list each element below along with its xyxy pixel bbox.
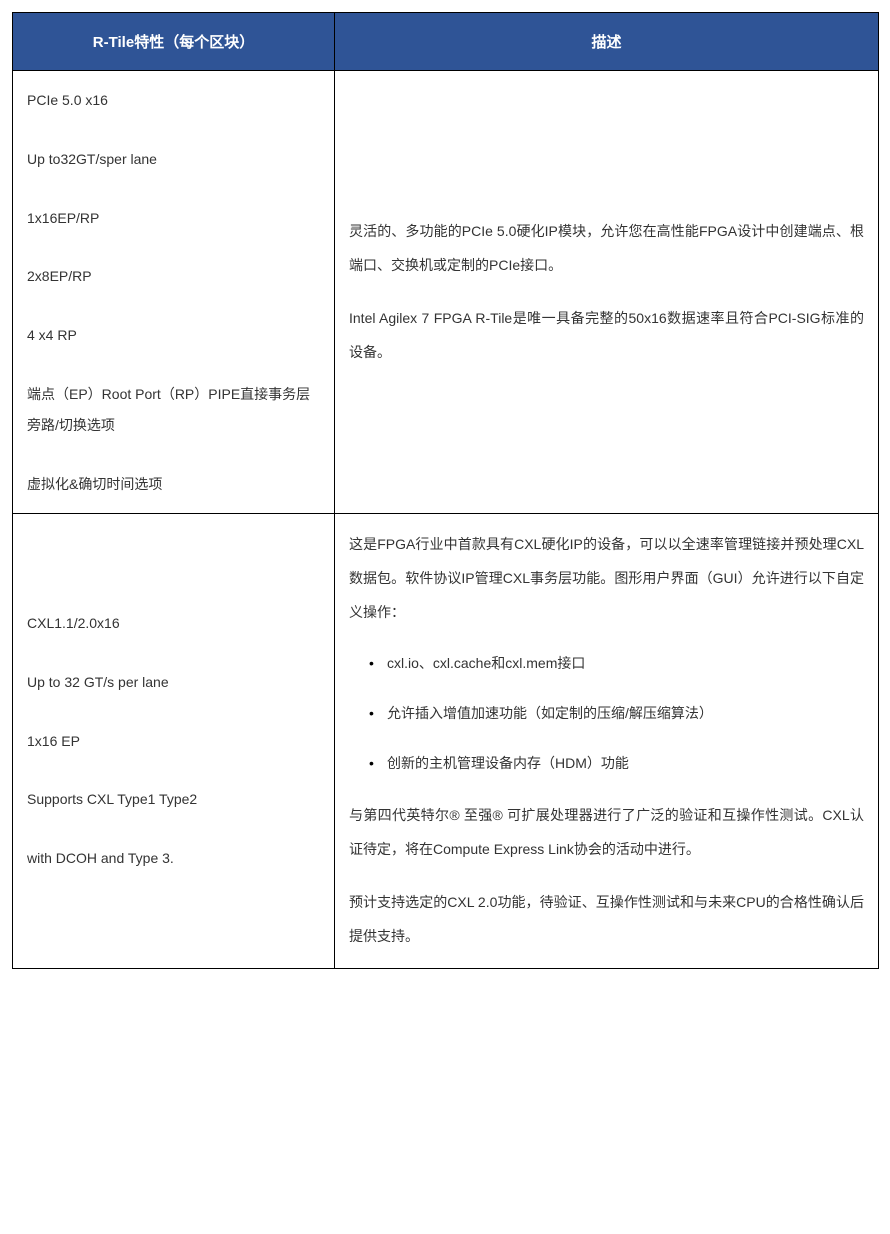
feature-line: 1x16 EP [27,726,320,757]
feature-line: CXL1.1/2.0x16 [27,608,320,639]
feature-cell: CXL1.1/2.0x16 Up to 32 GT/s per lane 1x1… [13,514,335,968]
description-cell: 这是FPGA行业中首款具有CXL硬化IP的设备，可以以全速率管理链接并预处理CX… [335,514,879,968]
description-paragraph: 灵活的、多功能的PCIe 5.0硬化IP模块，允许您在高性能FPGA设计中创建端… [349,215,864,282]
description-bullet: 创新的主机管理设备内存（HDM）功能 [387,749,864,777]
feature-cell: PCIe 5.0 x16 Up to32GT/sper lane 1x16EP/… [13,71,335,514]
description-cell: 灵活的、多功能的PCIe 5.0硬化IP模块，允许您在高性能FPGA设计中创建端… [335,71,879,514]
description-bullet: 允许插入增值加速功能（如定制的压缩/解压缩算法） [387,699,864,727]
table-row: CXL1.1/2.0x16 Up to 32 GT/s per lane 1x1… [13,514,879,968]
feature-line: Supports CXL Type1 Type2 [27,784,320,815]
feature-line: with DCOH and Type 3. [27,843,320,874]
header-feature: R-Tile特性（每个区块） [13,13,335,71]
feature-line: 4 x4 RP [27,320,320,351]
feature-line: 端点（EP）Root Port（RP）PIPE直接事务层旁路/切换选项 [27,379,320,441]
feature-line: 2x8EP/RP [27,261,320,292]
rtile-feature-table: R-Tile特性（每个区块） 描述 PCIe 5.0 x16 Up to32GT… [12,12,879,969]
feature-line: 虚拟化&确切时间选项 [27,469,320,500]
description-paragraph: 与第四代英特尔® 至强® 可扩展处理器进行了广泛的验证和互操作性测试。CXL认证… [349,799,864,866]
description-bullet-list: cxl.io、cxl.cache和cxl.mem接口 允许插入增值加速功能（如定… [349,649,864,777]
feature-line: Up to32GT/sper lane [27,144,320,175]
header-description: 描述 [335,13,879,71]
description-intro: 这是FPGA行业中首款具有CXL硬化IP的设备，可以以全速率管理链接并预处理CX… [349,528,864,629]
description-paragraph: 预计支持选定的CXL 2.0功能，待验证、互操作性测试和与未来CPU的合格性确认… [349,886,864,953]
feature-line: Up to 32 GT/s per lane [27,667,320,698]
table-row: PCIe 5.0 x16 Up to32GT/sper lane 1x16EP/… [13,71,879,514]
table-header-row: R-Tile特性（每个区块） 描述 [13,13,879,71]
description-paragraph: Intel Agilex 7 FPGA R-Tile是唯一具备完整的50x16数… [349,302,864,369]
feature-line: 1x16EP/RP [27,203,320,234]
description-bullet: cxl.io、cxl.cache和cxl.mem接口 [387,649,864,677]
feature-line: PCIe 5.0 x16 [27,85,320,116]
